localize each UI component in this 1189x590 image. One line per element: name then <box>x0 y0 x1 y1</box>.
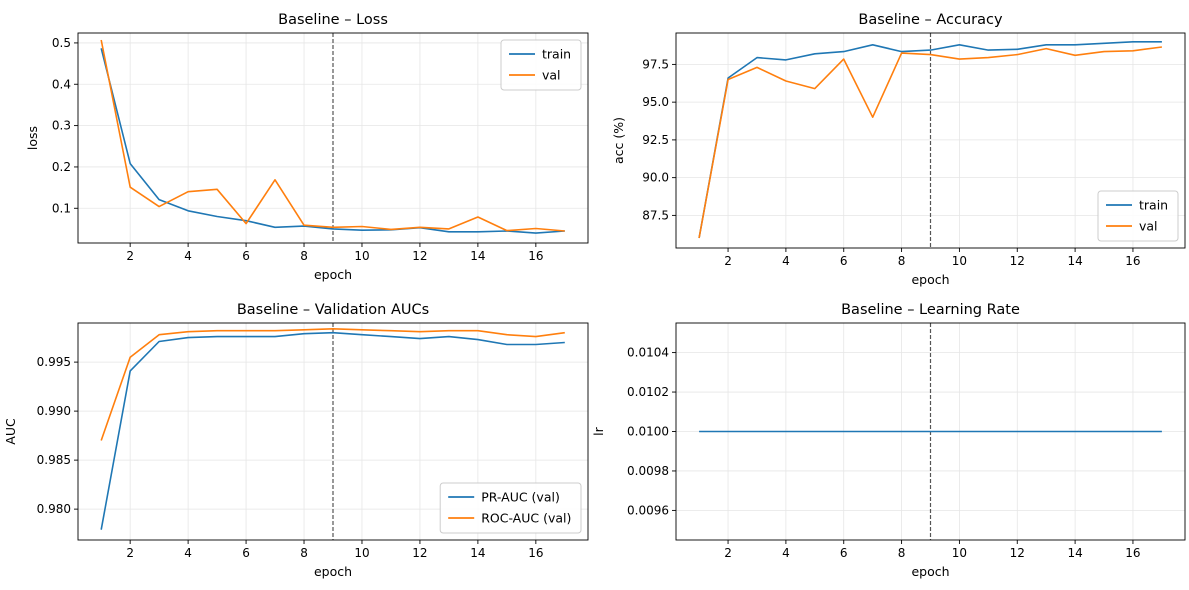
legend-entry-label: val <box>542 68 561 83</box>
axes-frame <box>675 32 1186 249</box>
x-tick-label: 12 <box>412 546 427 560</box>
y-tick-label: 0.0096 <box>627 503 669 517</box>
x-axis-label: epoch <box>314 564 352 579</box>
x-tick-label: 12 <box>412 249 427 263</box>
legend: train val <box>1097 190 1179 242</box>
chart-title: Baseline – Loss <box>278 12 388 28</box>
x-tick-label: 12 <box>1010 254 1025 268</box>
series-line-val <box>100 39 565 232</box>
legend-box <box>500 39 582 91</box>
chart-title: Baseline – Learning Rate <box>841 302 1020 318</box>
legend-box <box>1097 190 1179 242</box>
y-tick-label: 92.5 <box>642 133 669 147</box>
y-tick-label: 0.0102 <box>627 385 669 399</box>
x-tick-label: 16 <box>1125 546 1140 560</box>
legend-entry-label: train <box>1139 198 1168 213</box>
y-tick-label: 95.0 <box>642 95 669 109</box>
series-line-train <box>100 48 565 234</box>
x-axis-label: epoch <box>911 272 949 287</box>
x-tick-label: 16 <box>1125 254 1140 268</box>
x-tick-label: 6 <box>840 254 848 268</box>
y-tick-label: 0.3 <box>52 119 71 133</box>
y-axis-label: lr <box>591 426 606 435</box>
x-tick-label: 6 <box>242 546 250 560</box>
x-tick-label: 2 <box>724 546 732 560</box>
x-tick-label: 14 <box>1067 546 1082 560</box>
x-tick-label: 10 <box>952 254 967 268</box>
y-tick-label: 0.0104 <box>627 346 669 360</box>
x-tick-label: 8 <box>300 546 308 560</box>
x-tick-label: 14 <box>470 249 485 263</box>
y-axis-label: loss <box>25 126 40 150</box>
y-tick-label: 0.985 <box>37 453 71 467</box>
chart-accuracy: 2 4 6 8 10 12 14 16 87.5 90.0 92.5 95.0 97.5 Baseline… <box>611 12 1186 287</box>
legend-entry-label: ROC-AUC (val) <box>481 511 571 526</box>
x-tick-label: 2 <box>126 546 134 560</box>
x-tick-label: 10 <box>354 546 369 560</box>
x-tick-label: 4 <box>782 254 790 268</box>
legend-entry-label: train <box>542 47 571 62</box>
y-tick-label: 87.5 <box>642 208 669 222</box>
y-tick-label: 0.4 <box>52 77 71 91</box>
chart-title: Baseline – Validation AUCs <box>237 302 429 318</box>
y-tick-label: 0.0098 <box>627 464 669 478</box>
x-tick-label: 10 <box>952 546 967 560</box>
x-tick-label: 10 <box>354 249 369 263</box>
x-tick-label: 8 <box>898 254 906 268</box>
y-tick-label: 97.5 <box>642 57 669 71</box>
chart-lr: 2 4 6 8 10 12 14 16 0.0096 0.0098 0.0100 0.0102 0.01… <box>591 302 1186 579</box>
y-axis-label: AUC <box>3 418 18 445</box>
legend-box <box>439 482 582 534</box>
x-tick-label: 14 <box>470 546 485 560</box>
x-tick-label: 14 <box>1067 254 1082 268</box>
legend: train val <box>500 39 582 91</box>
series-line-train <box>698 40 1162 239</box>
x-tick-label: 6 <box>242 249 250 263</box>
x-tick-label: 2 <box>126 249 134 263</box>
axes-frame <box>77 322 589 541</box>
x-tick-label: 4 <box>184 546 192 560</box>
y-tick-label: 0.1 <box>52 201 71 215</box>
y-tick-label: 0.980 <box>37 502 71 516</box>
chart-aucs: 2 4 6 8 10 12 14 16 0.980 0.985 0.990 0.995 Baseline… <box>3 302 589 579</box>
x-tick-label: 12 <box>1010 546 1025 560</box>
x-axis-label: epoch <box>911 564 949 579</box>
y-tick-label: 0.2 <box>52 160 71 174</box>
chart-loss: 2 4 6 8 10 12 14 16 0.1 0.2 0.3 0.4 0.5 Baseline – Lo… <box>25 12 589 282</box>
y-tick-label: 0.0100 <box>627 425 669 439</box>
legend-entry-label: PR-AUC (val) <box>481 490 560 505</box>
y-tick-label: 0.990 <box>37 404 71 418</box>
y-tick-label: 0.5 <box>52 36 71 50</box>
x-tick-label: 6 <box>840 546 848 560</box>
x-tick-label: 16 <box>528 546 543 560</box>
x-tick-label: 4 <box>184 249 192 263</box>
x-tick-label: 8 <box>300 249 308 263</box>
series-line-val <box>698 46 1163 239</box>
series-line-pr-auc-val- <box>100 331 565 530</box>
x-tick-label: 16 <box>528 249 543 263</box>
legend-entry-label: val <box>1139 219 1158 234</box>
y-axis-label: acc (%) <box>611 117 626 164</box>
axes-frame <box>77 32 589 244</box>
legend: PR-AUC (val) ROC-AUC (val) <box>439 482 582 534</box>
y-tick-label: 0.995 <box>37 355 71 369</box>
x-axis-label: epoch <box>314 267 352 282</box>
y-tick-label: 90.0 <box>642 171 669 185</box>
chart-title: Baseline – Accuracy <box>858 12 1003 28</box>
x-tick-label: 8 <box>898 546 906 560</box>
x-tick-label: 4 <box>782 546 790 560</box>
series-line-roc-auc-val- <box>100 327 565 441</box>
x-tick-label: 2 <box>724 254 732 268</box>
